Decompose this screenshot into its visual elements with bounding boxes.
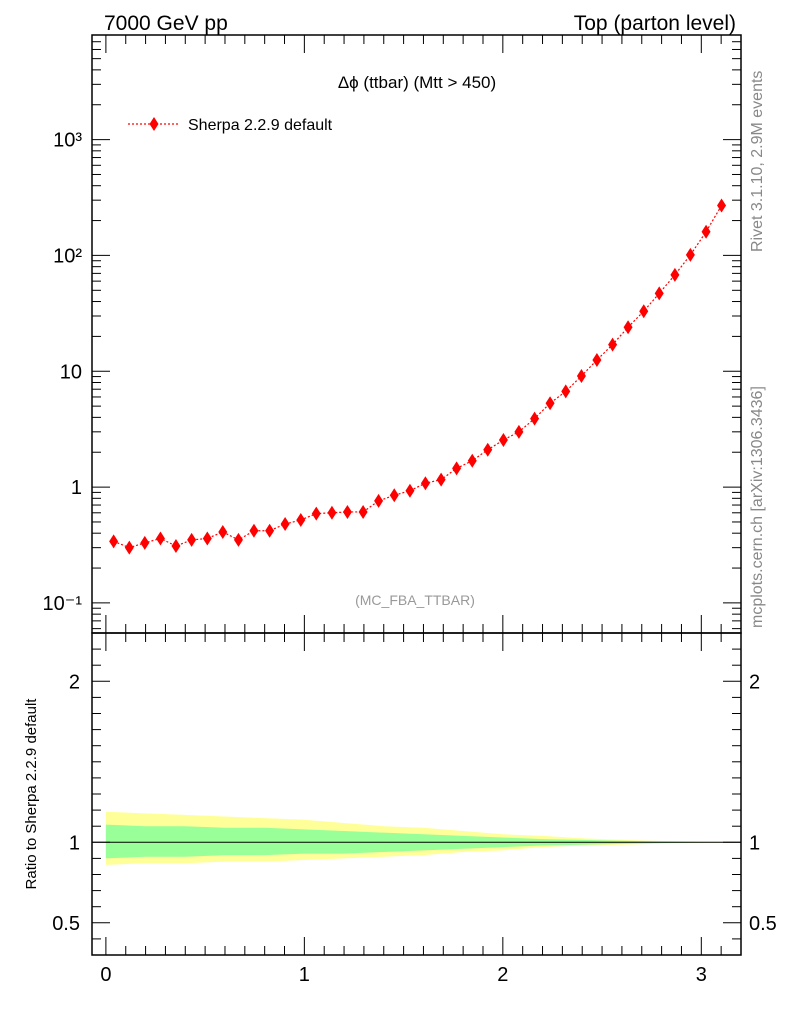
data-point	[436, 472, 446, 487]
x-tick-label: 3	[696, 964, 707, 986]
data-point	[420, 476, 430, 491]
energy-label: 7000 GeV pp	[104, 12, 228, 35]
main-y-tick-labels: 10⁻¹ 1 10 10² 10³	[43, 130, 83, 615]
series-curve	[113, 205, 723, 549]
data-point	[405, 483, 415, 498]
x-tick-labels: 0 1 2 3	[100, 964, 707, 986]
watermark: (MC_FBA_TTBAR)	[355, 592, 475, 608]
data-point	[498, 433, 508, 448]
ratio-panel: 0.5 0.5 1 1 2 2 0 1 2 3 Ratio to Sherpa 2.2.9 de…	[23, 632, 777, 986]
data-point	[358, 504, 368, 519]
data-point	[545, 396, 555, 411]
data-point	[717, 198, 727, 213]
y-tick-label-right: 2	[749, 671, 760, 693]
data-point	[608, 337, 618, 352]
data-point	[218, 524, 228, 539]
data-point	[467, 453, 477, 468]
y-tick-label: 10²	[53, 245, 82, 267]
data-point	[654, 286, 664, 301]
ratio-bands	[105, 811, 742, 865]
series-line	[113, 205, 723, 549]
y-tick-label: 10	[60, 361, 82, 383]
data-point	[311, 506, 321, 521]
data-point	[171, 539, 181, 554]
data-point	[374, 493, 384, 508]
data-point	[514, 424, 524, 439]
data-point	[342, 504, 352, 519]
process-label: Top (parton level)	[574, 12, 736, 35]
main-axis-ticks	[92, 34, 742, 633]
source-label: mcplots.cern.ch [arXiv:1306.3436]	[749, 386, 766, 628]
data-point	[483, 442, 493, 457]
y-tick-label: 10⁻¹	[43, 593, 83, 615]
data-point	[124, 540, 134, 555]
data-point	[109, 534, 119, 549]
data-point	[701, 224, 711, 239]
ratio-frame	[91, 632, 742, 956]
data-point	[530, 411, 540, 426]
data-point	[685, 247, 695, 262]
y-tick-label: 10³	[53, 130, 82, 152]
data-point	[155, 531, 165, 546]
data-point	[389, 488, 399, 503]
main-panel: 10⁻¹ 1 10 10² 10³ Δϕ (ttbar) (Mtt > 450) (MC…	[43, 34, 742, 634]
y-tick-label-right: 1	[749, 832, 760, 854]
data-point	[639, 304, 649, 319]
data-point	[623, 320, 633, 335]
x-tick-label: 2	[497, 964, 508, 986]
y-tick-label: 0.5	[52, 913, 80, 935]
ratio-axis-ticks	[92, 632, 742, 956]
data-point	[296, 512, 306, 527]
data-point	[327, 505, 337, 520]
data-point	[561, 384, 571, 399]
data-point	[452, 461, 462, 476]
data-point	[280, 517, 290, 532]
data-point	[670, 267, 680, 282]
ratio-y-tick-labels: 0.5 0.5 1 1 2 2	[52, 671, 777, 935]
y-tick-label-right: 0.5	[749, 913, 777, 935]
legend-label: Sherpa 2.2.9 default	[188, 117, 333, 134]
data-point	[187, 532, 197, 547]
data-point	[249, 523, 259, 538]
series-points	[109, 198, 727, 555]
data-point	[140, 535, 150, 550]
data-point	[202, 531, 212, 546]
inner-uncertainty-band	[105, 824, 742, 859]
data-point	[265, 523, 275, 538]
ratio-ylabel: Ratio to Sherpa 2.2.9 default	[23, 698, 40, 890]
data-point	[576, 369, 586, 384]
y-tick-label: 1	[71, 477, 82, 499]
rivet-label: Rivet 3.1.10, 2.9M events	[749, 71, 766, 252]
y-tick-label: 2	[69, 671, 80, 693]
data-point	[592, 353, 602, 368]
legend-marker	[149, 117, 159, 131]
chart-title: Δϕ (ttbar) (Mtt > 450)	[338, 73, 496, 92]
x-tick-label: 0	[100, 964, 111, 986]
x-tick-label: 1	[299, 964, 310, 986]
data-point	[233, 532, 243, 547]
legend: Sherpa 2.2.9 default	[128, 117, 333, 134]
y-tick-label: 1	[69, 832, 80, 854]
